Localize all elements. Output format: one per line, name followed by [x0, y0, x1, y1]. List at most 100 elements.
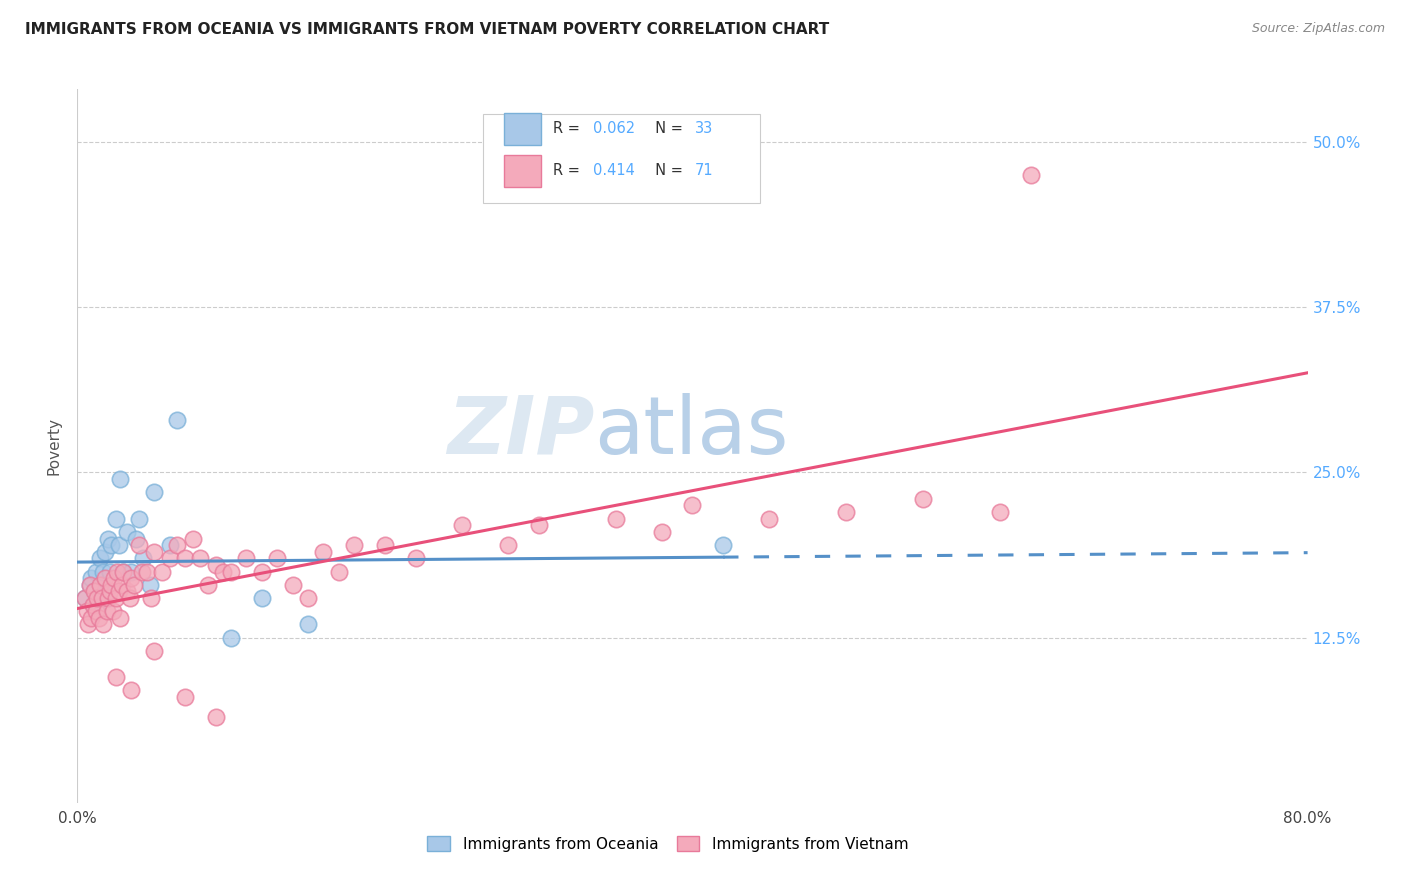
Point [682, 499, 704, 513]
Point [343, 538, 366, 552]
Point [138, 578, 160, 592]
Point [527, 518, 550, 533]
Point [100, 538, 122, 552]
Point [112, 565, 135, 579]
Point [143, 485, 166, 500]
Point [166, 412, 188, 426]
Point [159, 538, 181, 552]
Point [82, 598, 104, 612]
Point [159, 551, 181, 566]
Text: 33: 33 [695, 121, 713, 136]
Point [97, 591, 120, 605]
Point [115, 524, 138, 539]
Point [204, 558, 226, 572]
Point [105, 565, 128, 579]
Point [104, 511, 127, 525]
Text: N =: N = [645, 163, 688, 178]
Point [120, 571, 142, 585]
Point [96, 604, 118, 618]
Text: 71: 71 [695, 163, 713, 178]
Point [80, 611, 103, 625]
Point [96, 584, 118, 599]
FancyBboxPatch shape [484, 114, 761, 203]
Point [651, 524, 673, 539]
Point [120, 683, 142, 698]
Point [83, 584, 105, 599]
Point [73, 591, 96, 605]
Point [87, 591, 110, 605]
Point [86, 591, 108, 605]
Point [93, 565, 115, 579]
Text: Source: ZipAtlas.com: Source: ZipAtlas.com [1251, 22, 1385, 36]
Point [98, 584, 121, 599]
Text: IMMIGRANTS FROM OCEANIA VS IMMIGRANTS FROM VIETNAM POVERTY CORRELATION CHART: IMMIGRANTS FROM OCEANIA VS IMMIGRANTS FR… [25, 22, 830, 37]
Point [111, 578, 134, 592]
Point [103, 571, 125, 585]
Point [174, 551, 197, 566]
Point [76, 604, 98, 618]
Point [118, 591, 141, 605]
Point [197, 578, 219, 592]
Text: R =: R = [554, 121, 585, 136]
Text: 0.414: 0.414 [593, 163, 634, 178]
Point [143, 545, 166, 559]
Point [297, 617, 319, 632]
Point [122, 578, 145, 592]
Point [90, 578, 114, 592]
Point [1019, 168, 1042, 182]
Point [77, 617, 100, 632]
Point [108, 584, 131, 599]
Legend: Immigrants from Oceania, Immigrants from Vietnam: Immigrants from Oceania, Immigrants from… [420, 828, 915, 859]
Bar [505, 112, 541, 145]
Point [90, 591, 114, 605]
Point [104, 670, 127, 684]
Point [174, 690, 197, 704]
Point [93, 617, 115, 632]
Point [86, 604, 108, 618]
Point [84, 604, 107, 618]
Point [132, 551, 155, 566]
Point [912, 491, 935, 506]
Point [82, 598, 104, 612]
Point [128, 538, 150, 552]
Point [94, 545, 117, 559]
Point [120, 565, 142, 579]
Point [281, 578, 304, 592]
Point [297, 591, 319, 605]
Point [374, 538, 396, 552]
Point [711, 538, 734, 552]
Point [250, 591, 273, 605]
Point [212, 565, 235, 579]
Point [89, 551, 111, 566]
Point [79, 578, 101, 592]
Point [150, 565, 173, 579]
Point [166, 538, 188, 552]
Text: N =: N = [645, 121, 688, 136]
Point [835, 505, 858, 519]
Point [188, 551, 212, 566]
Point [219, 631, 242, 645]
Point [988, 505, 1011, 519]
Y-axis label: Poverty: Poverty [46, 417, 62, 475]
Point [235, 551, 257, 566]
Point [98, 565, 121, 579]
Point [204, 710, 226, 724]
Point [128, 511, 150, 525]
Text: R =: R = [554, 163, 585, 178]
Point [328, 565, 350, 579]
Point [94, 571, 117, 585]
Point [141, 591, 163, 605]
Point [143, 644, 166, 658]
Point [110, 472, 132, 486]
Point [312, 545, 335, 559]
Point [84, 565, 107, 579]
Point [89, 578, 111, 592]
Text: 0.062: 0.062 [593, 121, 636, 136]
Point [125, 532, 148, 546]
Point [87, 611, 110, 625]
Point [79, 578, 101, 592]
Point [80, 571, 103, 585]
Bar [505, 155, 541, 187]
Point [135, 565, 157, 579]
Point [97, 532, 120, 546]
